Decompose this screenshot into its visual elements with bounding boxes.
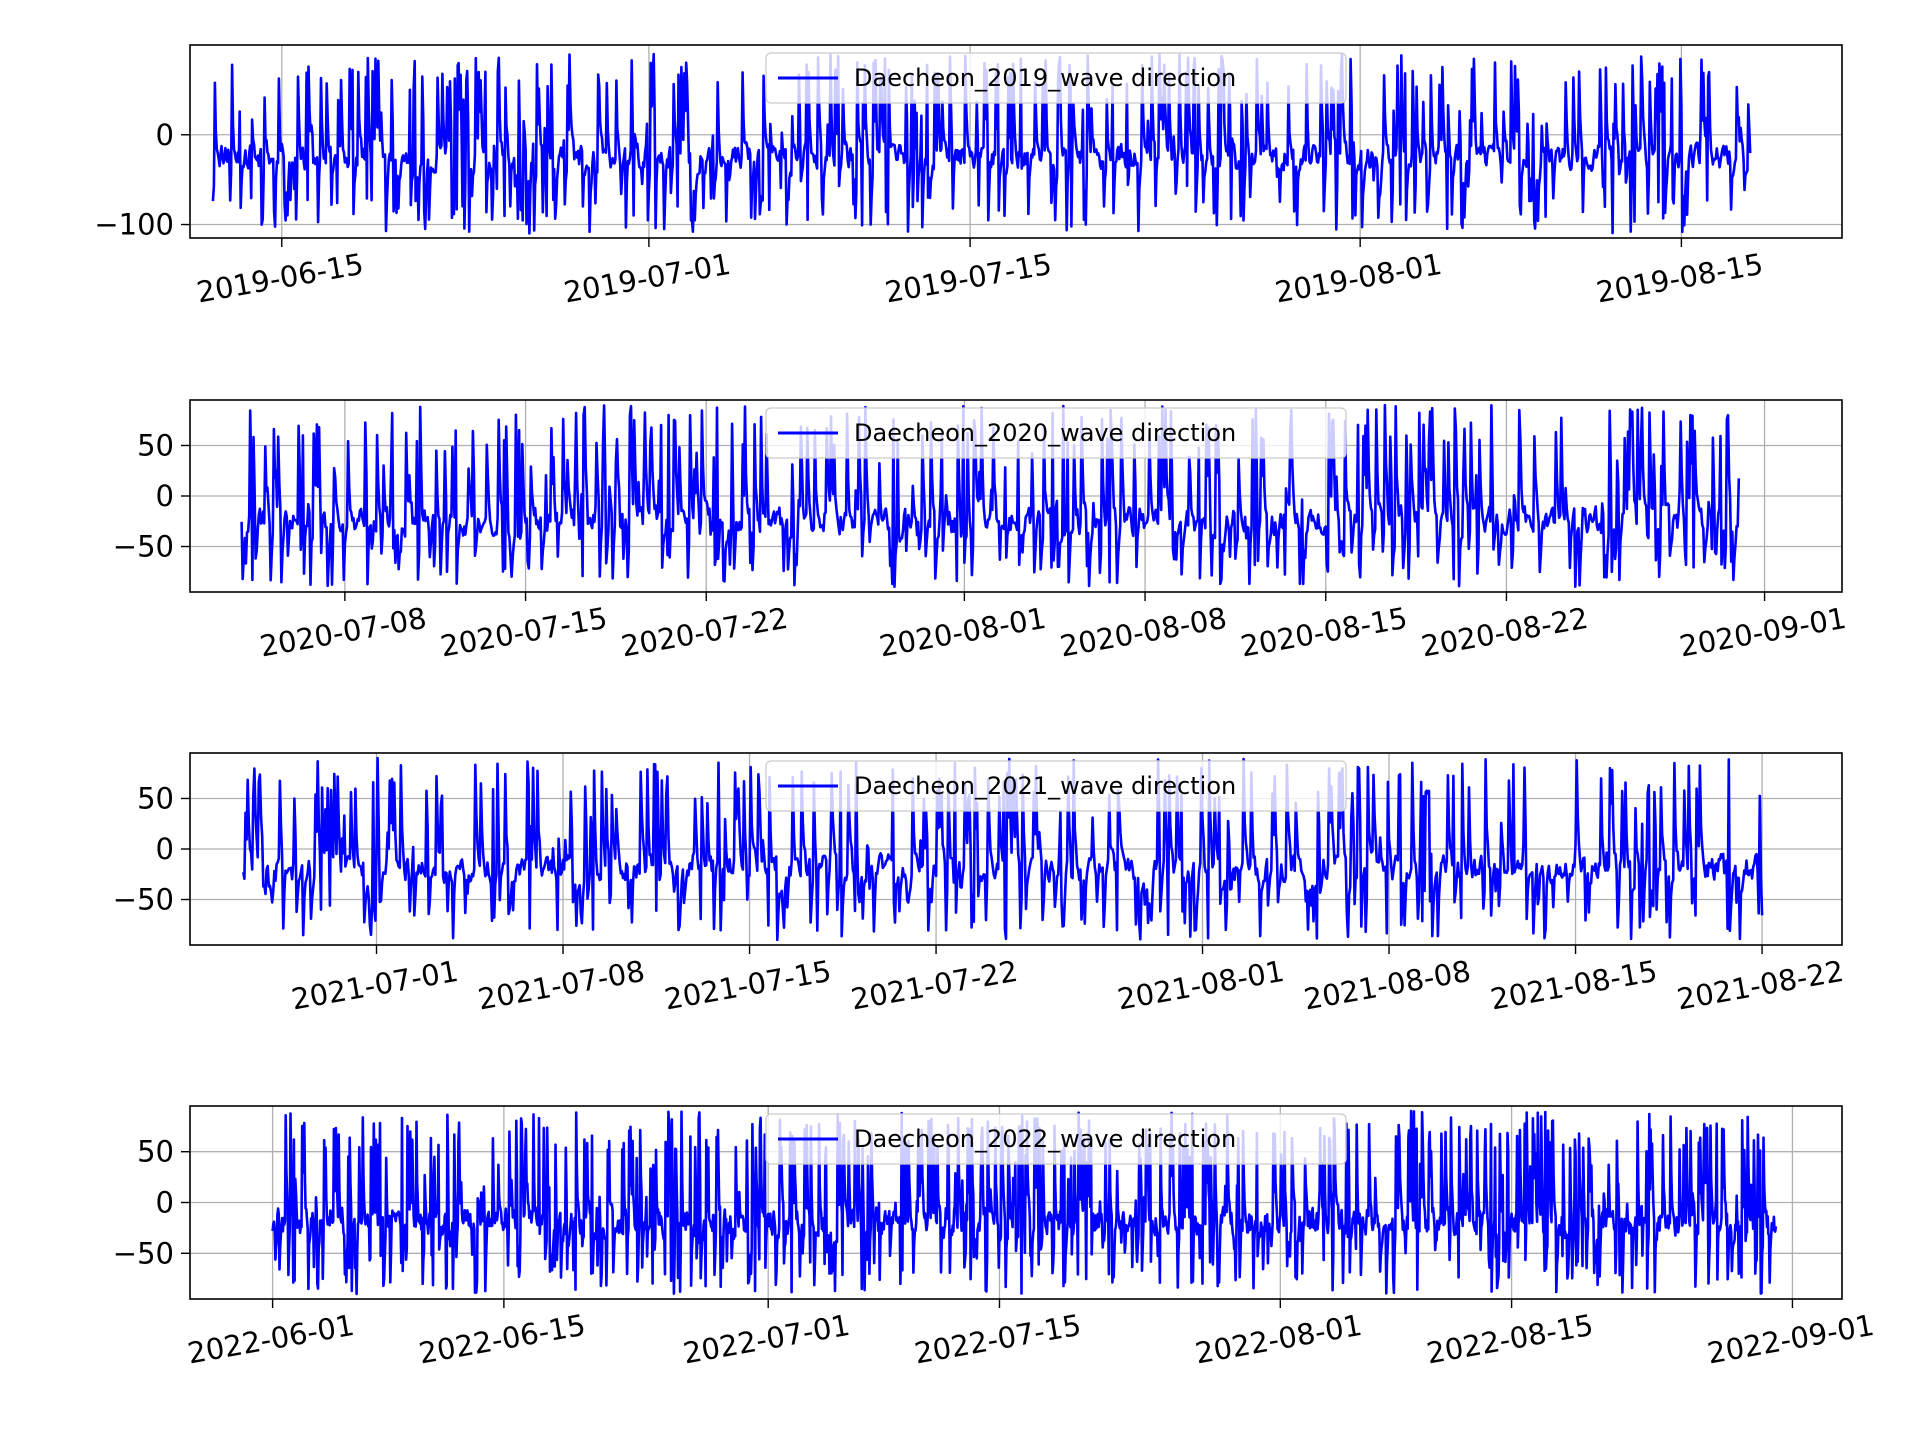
legend-box — [765, 407, 1347, 459]
legend: Daecheon_2022_wave direction — [765, 1113, 1347, 1165]
x-tick-label: 2021-07-01 — [289, 954, 461, 1017]
x-tick-label: 2022-07-01 — [681, 1308, 853, 1371]
panel-4: 2022-06-01 2022-06-15 2022-07-01 2022-07-15… — [113, 1105, 1877, 1371]
y-tick-label: 0 — [156, 118, 174, 152]
x-tick-label: 2021-08-22 — [1674, 954, 1846, 1017]
legend-box — [765, 52, 1347, 104]
legend-box — [765, 1113, 1347, 1165]
x-tick-label: 2020-07-08 — [257, 601, 429, 664]
y-tick-label: 50 — [137, 781, 174, 815]
panel-1: 2019-06-15 2019-07-01 2019-07-15 2019-08-01… — [94, 44, 1843, 310]
series-line — [240, 403, 1741, 589]
legend-entry-label: Daecheon_2021_wave direction — [854, 772, 1236, 800]
y-tick-label: −100 — [94, 208, 174, 242]
x-tick-label: 2021-08-01 — [1115, 954, 1287, 1017]
panel-2: 2020-07-08 2020-07-15 2020-07-22 2020-08-01… — [113, 399, 1849, 664]
x-tick-label: 2019-08-01 — [1272, 247, 1444, 310]
y-tick-label: 0 — [156, 1186, 174, 1220]
x-tick-label: 2020-08-08 — [1057, 601, 1229, 664]
x-tick-label: 2019-08-15 — [1594, 247, 1766, 310]
x-tick-label: 2022-09-01 — [1705, 1308, 1877, 1371]
x-tick-label: 2021-07-22 — [848, 954, 1020, 1017]
legend-entry-label: Daecheon_2019_wave direction — [854, 64, 1236, 92]
series-line — [271, 1109, 1778, 1296]
x-tick-label: 2021-07-15 — [662, 954, 834, 1017]
legend-box — [765, 760, 1347, 812]
legend: Daecheon_2021_wave direction — [765, 760, 1347, 812]
x-tick-label: 2019-06-15 — [194, 247, 366, 310]
y-tick-label: 50 — [137, 428, 174, 462]
axes-frame — [189, 752, 1843, 946]
x-tick-label: 2022-07-15 — [912, 1308, 1084, 1371]
y-tick-label: 50 — [137, 1135, 174, 1169]
axes-frame — [189, 399, 1843, 593]
x-tick-label: 2020-07-15 — [438, 601, 610, 664]
series-line — [211, 52, 1752, 235]
y-tick-label: −50 — [113, 530, 174, 564]
x-tick-label: 2020-07-22 — [619, 601, 791, 664]
y-tick-label: −50 — [113, 1236, 174, 1270]
x-tick-label: 2020-08-22 — [1419, 601, 1591, 664]
y-tick-label: 0 — [156, 832, 174, 866]
x-tick-label: 2022-06-15 — [416, 1308, 588, 1371]
axes-frame — [189, 44, 1843, 239]
x-tick-label: 2021-08-08 — [1301, 954, 1473, 1017]
legend-entry-label: Daecheon_2020_wave direction — [854, 419, 1236, 447]
x-tick-label: 2022-08-15 — [1424, 1308, 1596, 1371]
axes-frame — [189, 1105, 1843, 1300]
series-line — [242, 756, 1764, 942]
legend-entry-label: Daecheon_2022_wave direction — [854, 1125, 1236, 1153]
x-tick-label: 2019-07-01 — [561, 247, 733, 310]
x-tick-label: 2020-09-01 — [1677, 601, 1849, 664]
x-tick-label: 2020-08-01 — [877, 601, 1049, 664]
y-tick-label: −50 — [113, 883, 174, 917]
x-tick-label: 2020-08-15 — [1238, 601, 1410, 664]
x-tick-label: 2019-07-15 — [882, 247, 1054, 310]
x-tick-label: 2021-07-08 — [475, 954, 647, 1017]
legend: Daecheon_2020_wave direction — [765, 407, 1347, 459]
x-tick-label: 2022-06-01 — [185, 1308, 357, 1371]
x-tick-label: 2021-08-15 — [1488, 954, 1660, 1017]
panel-3: 2021-07-01 2021-07-08 2021-07-15 2021-07-22… — [113, 752, 1846, 1017]
legend: Daecheon_2019_wave direction — [765, 52, 1347, 104]
y-tick-label: 0 — [156, 479, 174, 513]
x-tick-label: 2022-08-01 — [1193, 1308, 1365, 1371]
